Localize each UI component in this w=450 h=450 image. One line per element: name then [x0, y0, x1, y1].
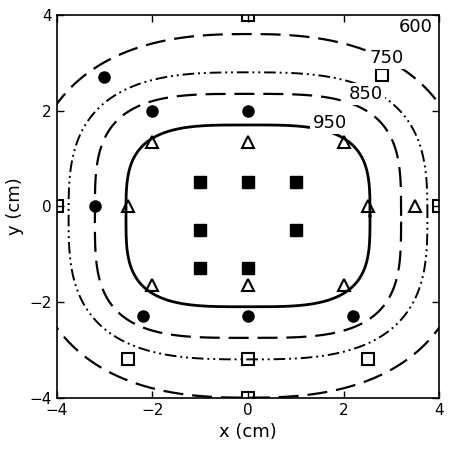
Y-axis label: y (cm): y (cm) [6, 177, 24, 235]
Text: 600: 600 [399, 18, 432, 36]
Text: 750: 750 [370, 49, 404, 67]
X-axis label: x (cm): x (cm) [219, 423, 277, 441]
Text: 850: 850 [348, 85, 382, 103]
Text: 950: 950 [313, 113, 347, 131]
